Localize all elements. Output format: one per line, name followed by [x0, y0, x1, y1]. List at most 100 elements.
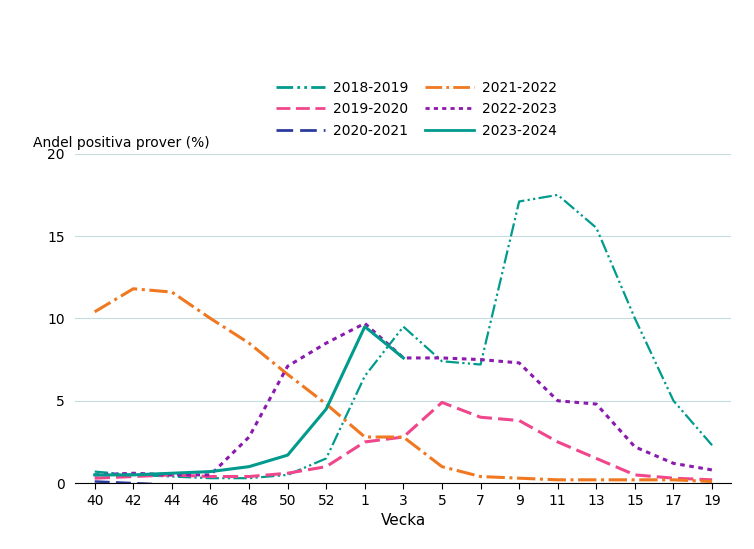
2019-2020: [669, 475, 678, 481]
2020-2021: [206, 481, 215, 488]
X-axis label: Vecka: Vecka: [381, 513, 426, 528]
2022-2023: [322, 340, 331, 346]
2020-2021: [707, 481, 716, 488]
2018-2019: [283, 472, 292, 478]
2020-2021: [90, 478, 100, 485]
2019-2020: [360, 439, 369, 445]
2021-2022: [399, 434, 408, 440]
2019-2020: [244, 473, 253, 480]
2022-2023: [515, 360, 524, 366]
2019-2020: [167, 472, 176, 478]
2022-2023: [167, 472, 176, 478]
2020-2021: [515, 481, 524, 488]
2020-2021: [630, 481, 639, 488]
2021-2022: [244, 340, 253, 346]
2019-2020: [515, 417, 524, 424]
2023-2024: [399, 355, 408, 361]
2021-2022: [553, 477, 562, 483]
2021-2022: [206, 315, 215, 322]
2020-2021: [322, 481, 331, 488]
2020-2021: [553, 481, 562, 488]
Line: 2022-2023: 2022-2023: [95, 323, 712, 475]
2021-2022: [515, 475, 524, 481]
2022-2023: [360, 320, 369, 327]
2019-2020: [437, 399, 446, 406]
2018-2019: [399, 323, 408, 330]
2019-2020: [90, 475, 100, 481]
2020-2021: [669, 481, 678, 488]
2018-2019: [437, 358, 446, 365]
2020-2021: [244, 481, 253, 488]
2018-2019: [630, 315, 639, 322]
2022-2023: [437, 355, 446, 361]
2018-2019: [669, 397, 678, 404]
2018-2019: [129, 472, 138, 478]
2021-2022: [322, 401, 331, 407]
2019-2020: [476, 414, 485, 421]
2019-2020: [707, 477, 716, 483]
2021-2022: [283, 371, 292, 378]
2020-2021: [592, 481, 601, 488]
2022-2023: [90, 472, 100, 478]
2019-2020: [206, 473, 215, 480]
2018-2019: [592, 225, 601, 231]
Text: Andel positiva prover (%): Andel positiva prover (%): [32, 136, 210, 150]
2020-2021: [476, 481, 485, 488]
2018-2019: [360, 373, 369, 379]
2021-2022: [630, 477, 639, 483]
2020-2021: [360, 481, 369, 488]
Line: 2020-2021: 2020-2021: [95, 481, 712, 485]
2018-2019: [515, 198, 524, 205]
2019-2020: [630, 472, 639, 478]
2018-2019: [476, 361, 485, 368]
2021-2022: [437, 463, 446, 470]
2019-2020: [129, 473, 138, 480]
2018-2019: [707, 442, 716, 449]
2020-2021: [437, 481, 446, 488]
2021-2022: [167, 289, 176, 295]
Line: 2019-2020: 2019-2020: [95, 402, 712, 480]
Line: 2018-2019: 2018-2019: [95, 195, 712, 478]
2020-2021: [283, 481, 292, 488]
2021-2022: [707, 478, 716, 485]
2018-2019: [167, 473, 176, 480]
2023-2024: [129, 472, 138, 478]
2021-2022: [476, 473, 485, 480]
Legend: 2018-2019, 2019-2020, 2020-2021, 2021-2022, 2022-2023, 2023-2024: 2018-2019, 2019-2020, 2020-2021, 2021-20…: [271, 75, 562, 143]
2020-2021: [167, 481, 176, 488]
2023-2024: [322, 406, 331, 412]
2022-2023: [669, 460, 678, 467]
2023-2024: [244, 463, 253, 470]
2021-2022: [90, 309, 100, 315]
2022-2023: [476, 356, 485, 363]
2023-2024: [90, 472, 100, 478]
2019-2020: [553, 439, 562, 445]
2019-2020: [283, 470, 292, 477]
Line: 2023-2024: 2023-2024: [95, 327, 403, 475]
2022-2023: [630, 444, 639, 450]
2022-2023: [283, 363, 292, 369]
2021-2022: [129, 285, 138, 292]
2022-2023: [553, 397, 562, 404]
2023-2024: [167, 470, 176, 477]
Line: 2021-2022: 2021-2022: [95, 289, 712, 481]
2023-2024: [283, 452, 292, 458]
2021-2022: [360, 434, 369, 440]
2018-2019: [206, 475, 215, 481]
2023-2024: [360, 323, 369, 330]
2018-2019: [90, 468, 100, 475]
2020-2021: [399, 481, 408, 488]
2019-2020: [399, 434, 408, 440]
2022-2023: [129, 470, 138, 477]
2021-2022: [592, 477, 601, 483]
2019-2020: [322, 463, 331, 470]
2020-2021: [129, 480, 138, 486]
2023-2024: [206, 468, 215, 475]
2022-2023: [399, 355, 408, 361]
2022-2023: [592, 401, 601, 407]
2018-2019: [244, 475, 253, 481]
2022-2023: [707, 467, 716, 473]
2022-2023: [206, 472, 215, 478]
2022-2023: [244, 434, 253, 440]
2019-2020: [592, 455, 601, 462]
